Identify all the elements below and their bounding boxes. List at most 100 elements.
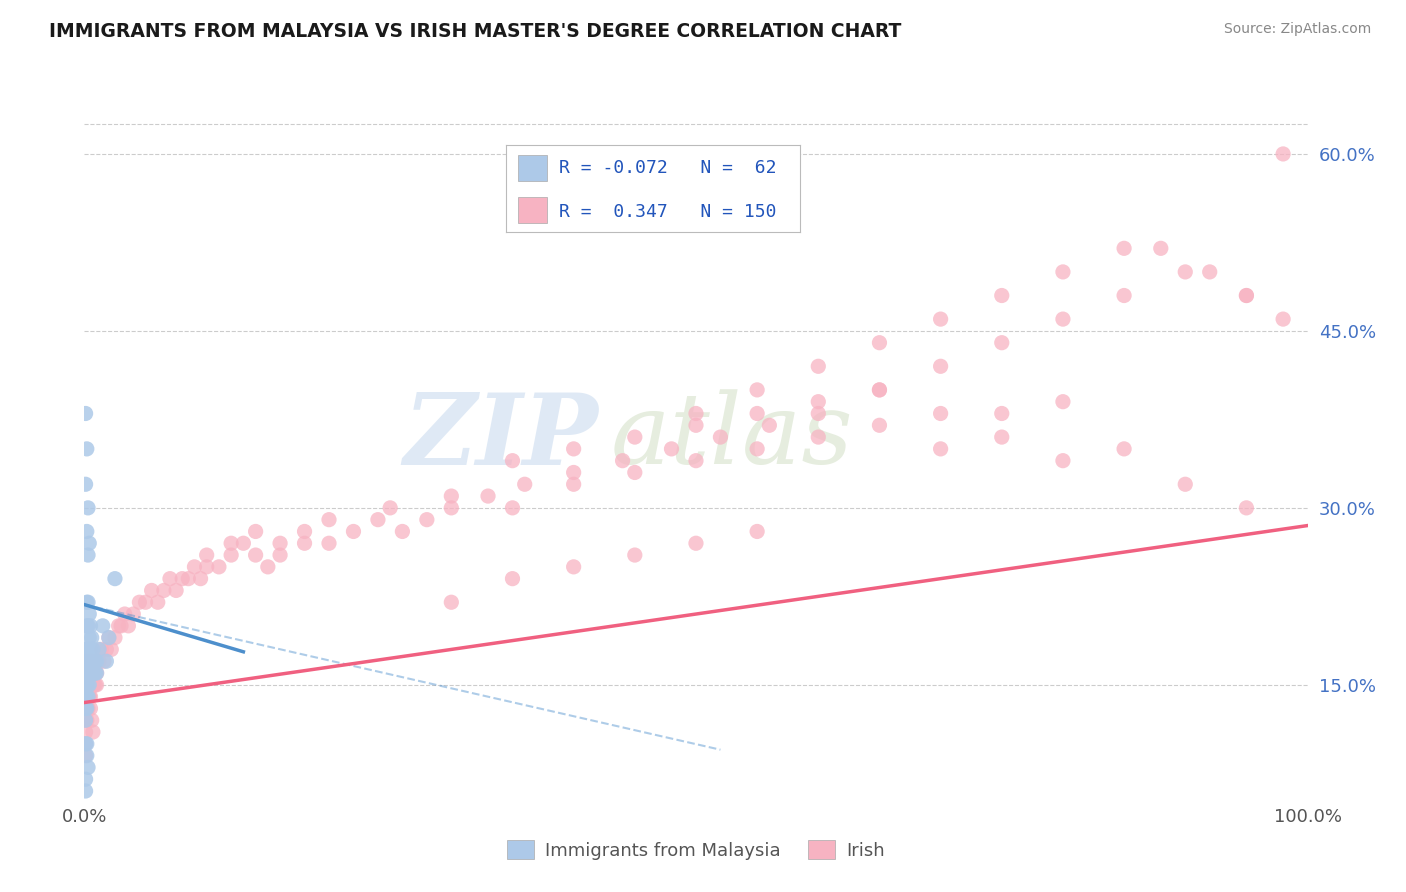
Point [128,595,150,609]
Point [624,466,647,480]
Text: atlas: atlas [610,390,853,484]
Point [79,666,101,681]
Point [75,666,97,681]
Point [87,642,110,657]
Point [75,737,97,751]
Point [391,524,413,539]
Point [104,631,127,645]
Point [380,500,402,515]
Point [87,654,110,668]
Point [1174,265,1197,279]
Point [77,690,100,704]
Point [75,713,97,727]
Point [416,513,439,527]
Point [96,654,118,668]
Point [747,407,769,421]
Point [77,500,100,515]
Point [440,489,463,503]
Point [269,548,291,562]
Point [1174,477,1197,491]
Point [84,678,107,692]
Point [83,666,105,681]
Point [991,335,1014,350]
Point [75,678,97,692]
Point [159,572,181,586]
Point [208,559,231,574]
Point [75,654,97,668]
Point [93,654,115,668]
Point [80,713,103,727]
Point [1052,312,1074,326]
Point [991,288,1014,302]
Point [294,536,316,550]
Point [747,524,769,539]
Point [110,619,132,633]
Point [76,701,98,715]
Point [86,666,108,681]
Point [75,701,97,715]
Point [76,678,98,692]
Point [869,383,891,397]
Point [807,407,830,421]
Text: ZIP: ZIP [404,389,598,485]
Point [75,737,97,751]
Point [75,477,97,491]
Point [77,548,100,562]
Point [76,654,98,668]
Point [80,654,103,668]
Point [75,772,97,787]
Point [76,701,98,715]
Point [84,666,107,681]
Point [76,737,98,751]
Point [1236,500,1258,515]
Point [82,642,104,657]
Point [91,619,114,633]
Point [77,678,100,692]
Point [77,760,100,774]
Point [82,678,104,692]
Point [195,548,218,562]
Point [77,666,100,681]
Point [183,559,205,574]
Point [1236,288,1258,302]
Point [1052,265,1074,279]
Point [747,383,769,397]
Point [82,666,104,681]
Point [77,678,100,692]
Point [82,654,104,668]
Point [75,701,97,715]
Point [195,559,218,574]
Point [562,442,585,456]
Point [97,631,120,645]
Point [869,335,891,350]
Point [502,453,524,467]
Point [1114,241,1136,255]
Point [685,418,707,433]
Point [318,536,340,550]
Point [84,666,107,681]
Point [84,654,107,668]
Point [90,642,112,657]
Point [75,713,97,727]
Point [75,725,97,739]
Point [612,453,634,467]
Point [294,524,316,539]
Point [135,595,157,609]
Point [104,572,127,586]
Point [83,654,105,668]
Point [807,430,830,444]
Point [991,407,1014,421]
Point [80,678,103,692]
Point [79,654,101,668]
Point [1272,312,1295,326]
Point [75,784,97,798]
Point [77,607,100,621]
Point [86,678,108,692]
Point [1150,241,1173,255]
Point [219,536,242,550]
Point [77,690,100,704]
Legend: Immigrants from Malaysia, Irish: Immigrants from Malaysia, Irish [501,833,891,867]
Point [76,442,98,456]
Point [96,642,118,657]
Point [146,595,169,609]
